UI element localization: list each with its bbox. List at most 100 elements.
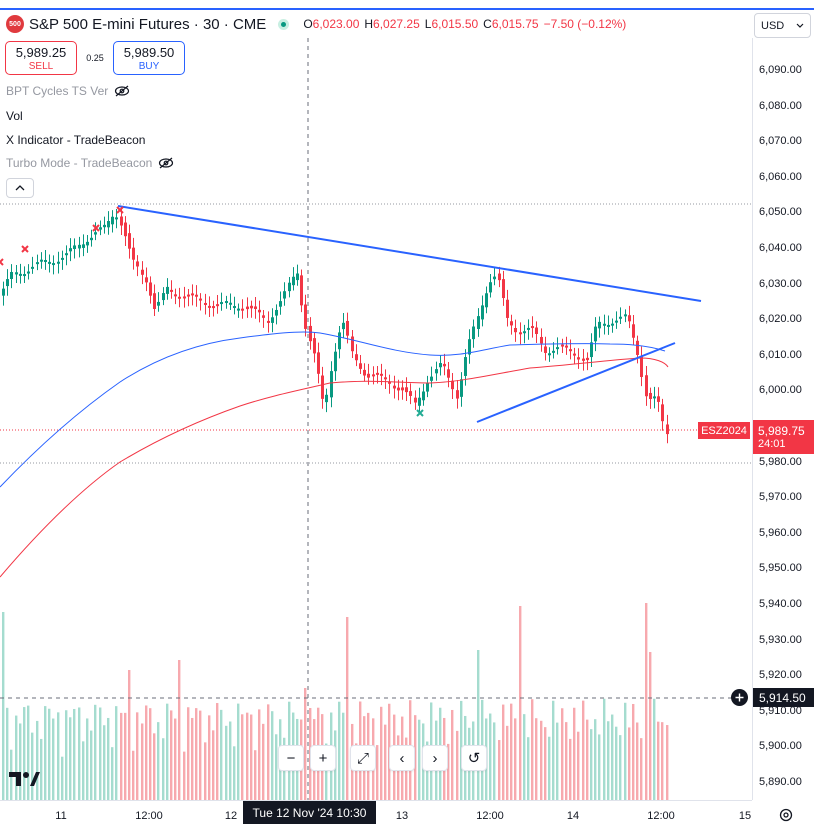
- candle-body: [649, 392, 652, 399]
- candle-body: [569, 349, 572, 352]
- candle-body: [178, 296, 181, 299]
- volume-bar: [145, 705, 148, 800]
- volume-bar: [262, 723, 265, 800]
- zoom-out-button[interactable]: −: [278, 745, 304, 771]
- volume-bar: [649, 652, 652, 800]
- ohlc-values: O6,023.00 H6,027.25 L6,015.50 C6,015.75 …: [303, 17, 627, 31]
- eye-off-icon[interactable]: [158, 157, 174, 169]
- time-tick-label: 12: [224, 810, 238, 822]
- candle-body: [153, 293, 156, 309]
- candle-body: [523, 331, 526, 334]
- volume-bar: [548, 736, 551, 800]
- volume-bar: [216, 703, 219, 800]
- volume-bar: [61, 756, 64, 800]
- candle-body: [493, 276, 496, 280]
- collapse-legend-button[interactable]: [6, 178, 34, 198]
- time-tick-label: 11: [55, 810, 67, 822]
- tradingview-logo-icon[interactable]: [8, 768, 40, 790]
- last-price-value: 5,989.75: [758, 424, 805, 438]
- candle-body: [657, 396, 660, 402]
- candle-body: [376, 372, 379, 375]
- reset-scale-button[interactable]: ⤢: [350, 745, 376, 771]
- candle-body: [363, 369, 366, 376]
- candle-body: [15, 272, 18, 275]
- trade-panel: 5,989.25 SELL 0.25 5,989.50 BUY: [5, 41, 185, 75]
- buy-price: 5,989.50: [123, 44, 175, 60]
- volume-bar: [229, 721, 232, 800]
- volume-bar: [6, 707, 9, 800]
- sell-signal-markers: [0, 206, 124, 266]
- volume-bar: [27, 705, 30, 800]
- volume-bar: [254, 750, 257, 800]
- market-open-status-icon[interactable]: [278, 18, 290, 30]
- add-alert-button[interactable]: [731, 689, 748, 706]
- currency-selector[interactable]: USD: [754, 13, 811, 38]
- volume-bar: [611, 714, 614, 800]
- volume-bar: [2, 612, 5, 800]
- volume-bar: [561, 708, 564, 800]
- symbol-title[interactable]: S&P 500 E-mini Futures · 30 · CME: [29, 15, 267, 33]
- time-tick-label: 12:00: [135, 810, 163, 822]
- sell-button[interactable]: 5,989.25 SELL: [5, 41, 77, 75]
- volume-bar: [31, 732, 34, 800]
- candle-body: [464, 357, 467, 376]
- candle-body: [439, 363, 442, 368]
- indicator-bpt-cycles[interactable]: BPT Cycles TS Ver: [6, 84, 130, 98]
- indicator-x-tradebeacon[interactable]: X Indicator - TradeBeacon: [6, 133, 146, 147]
- volume-bar: [233, 746, 236, 800]
- volume-bar: [111, 747, 114, 800]
- candle-body: [624, 314, 627, 317]
- reset-chart-button[interactable]: ↺: [461, 745, 487, 771]
- volume-bar: [195, 708, 198, 800]
- volume-bar: [241, 714, 244, 800]
- candle-body: [615, 320, 618, 323]
- volume-bar: [65, 710, 68, 800]
- volume-bar: [632, 703, 635, 800]
- indicator-turbo-mode[interactable]: Turbo Mode - TradeBeacon: [6, 156, 174, 170]
- candle-body: [279, 301, 282, 307]
- candle-body: [225, 301, 228, 304]
- candle-body: [183, 296, 186, 299]
- candle-body: [388, 381, 391, 384]
- candle-body: [582, 358, 585, 361]
- indicator-volume[interactable]: Vol: [6, 109, 23, 123]
- candle-body: [477, 316, 480, 329]
- candle-body: [380, 373, 383, 376]
- candle-body: [170, 289, 173, 292]
- candle-body: [351, 336, 354, 352]
- candle-body: [460, 379, 463, 397]
- candle-body: [485, 293, 488, 308]
- chart-settings-button[interactable]: [776, 806, 796, 824]
- price-tick-label: 5,970.00: [759, 491, 802, 503]
- moving-average-blue: [0, 331, 666, 488]
- price-chart[interactable]: [0, 0, 752, 800]
- volume-bar: [607, 721, 610, 800]
- candle-body: [577, 357, 580, 360]
- candle-body: [430, 376, 433, 381]
- candle-body: [2, 288, 5, 296]
- volume-bar: [149, 708, 152, 800]
- volume-bar: [640, 738, 643, 800]
- candle-body: [107, 221, 110, 228]
- candle-body: [384, 377, 387, 380]
- sell-price: 5,989.25: [15, 44, 67, 60]
- eye-off-icon[interactable]: [114, 85, 130, 97]
- volume-bar: [577, 731, 580, 800]
- candle-body: [288, 282, 291, 292]
- scroll-right-button[interactable]: ›: [422, 745, 448, 771]
- candle-body: [586, 357, 589, 361]
- volume-bar: [603, 698, 606, 800]
- candle-body: [241, 308, 244, 311]
- candle-body: [199, 298, 202, 301]
- volume-bar: [540, 720, 543, 800]
- candle-body: [393, 385, 396, 389]
- scroll-left-button[interactable]: ‹: [389, 745, 415, 771]
- zoom-in-button[interactable]: +: [310, 745, 336, 771]
- candle-body: [115, 217, 118, 220]
- candle-body: [661, 404, 664, 422]
- candle-body: [645, 375, 648, 397]
- candle-body: [632, 324, 635, 338]
- buy-button[interactable]: 5,989.50 BUY: [113, 41, 185, 75]
- volume-bar: [380, 706, 383, 800]
- candle-body: [502, 279, 505, 299]
